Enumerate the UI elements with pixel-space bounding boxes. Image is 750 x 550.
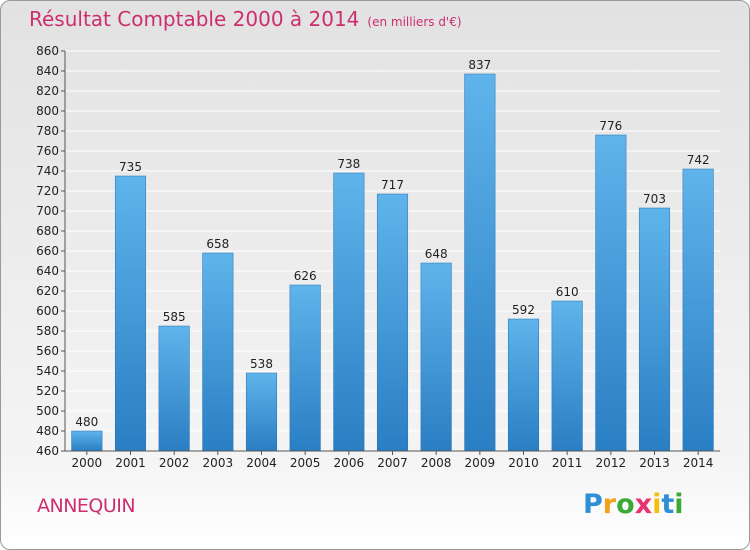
x-tick-label-2014: 2014 — [683, 456, 714, 470]
y-tick-label: 760 — [36, 144, 59, 158]
logo-letter: r — [602, 489, 617, 520]
y-tick-label: 860 — [36, 44, 59, 58]
y-tick-label: 620 — [36, 284, 59, 298]
data-label-2013: 703 — [643, 192, 666, 206]
x-tick-label-2003: 2003 — [203, 456, 234, 470]
bar-2001 — [114, 175, 147, 452]
logo-letter: t — [661, 489, 675, 520]
data-label-2007: 717 — [381, 178, 404, 192]
logo-letter: P — [583, 489, 603, 520]
bars: 480 735 585 658 538 626 738 717 648 837 592 610 776 7… — [71, 58, 714, 452]
bar-2010 — [507, 318, 540, 452]
y-tick-label: 540 — [36, 364, 59, 378]
y-tick-label: 740 — [36, 164, 59, 178]
x-tick-label-2004: 2004 — [246, 456, 277, 470]
commune-name: ANNEQUIN — [37, 495, 136, 517]
x-tick-label-2012: 2012 — [596, 456, 627, 470]
data-label-2002: 585 — [163, 310, 186, 324]
axes: 460 480 500 520 540 560 580 600 620 640 660 680 700 7… — [36, 44, 720, 470]
bar-2000 — [71, 430, 103, 452]
logo-letter: i — [652, 489, 662, 520]
y-tick-label: 700 — [36, 204, 59, 218]
y-tick-label: 720 — [36, 184, 59, 198]
data-label-2006: 738 — [337, 157, 360, 171]
y-tick-label: 480 — [36, 424, 59, 438]
data-label-2011: 610 — [556, 285, 579, 299]
data-label-2009: 837 — [468, 58, 491, 72]
bar-2011 — [551, 300, 583, 452]
bar-2014 — [682, 168, 714, 452]
bar-2003 — [202, 252, 234, 452]
bar-2007 — [376, 193, 409, 452]
x-tick-label-2002: 2002 — [159, 456, 190, 470]
x-tick-label-2009: 2009 — [465, 456, 496, 470]
data-label-2005: 626 — [294, 269, 317, 283]
proxiti-logo: Proxiti — [583, 489, 684, 520]
y-tick-label: 600 — [36, 304, 59, 318]
bar-2008 — [420, 262, 452, 452]
data-label-2003: 658 — [206, 237, 229, 251]
bar-2002 — [158, 325, 190, 452]
x-tick-label-2001: 2001 — [115, 456, 146, 470]
x-tick-label-2005: 2005 — [290, 456, 321, 470]
x-tick-label-2010: 2010 — [508, 456, 539, 470]
bar-2006 — [333, 172, 365, 452]
y-tick-label: 820 — [36, 84, 59, 98]
data-label-2004: 538 — [250, 357, 273, 371]
logo-letter: x — [634, 489, 653, 520]
chart-title-unit: (en milliers d'€) — [367, 15, 462, 29]
y-tick-label: 680 — [36, 224, 59, 238]
x-tick-label-2008: 2008 — [421, 456, 452, 470]
x-tick-label-2007: 2007 — [377, 456, 408, 470]
y-tick-label: 560 — [36, 344, 59, 358]
x-tick-label-2000: 2000 — [72, 456, 103, 470]
y-tick-label: 660 — [36, 244, 59, 258]
y-tick-label: 800 — [36, 104, 59, 118]
data-label-2014: 742 — [687, 153, 710, 167]
x-tick-label-2011: 2011 — [552, 456, 583, 470]
chart-title-main: Résultat Comptable 2000 à 2014 — [29, 7, 360, 31]
data-label-2000: 480 — [75, 415, 98, 429]
bar-2013 — [638, 207, 671, 452]
data-label-2012: 776 — [599, 119, 622, 133]
data-label-2010: 592 — [512, 303, 535, 317]
bar-2004 — [245, 372, 278, 452]
bar-2005 — [289, 284, 321, 452]
y-tick-label: 840 — [36, 64, 59, 78]
data-label-2008: 648 — [425, 247, 448, 261]
y-tick-label: 500 — [36, 404, 59, 418]
x-tick-label-2006: 2006 — [334, 456, 365, 470]
logo-letter: o — [616, 489, 635, 520]
bar-2012 — [595, 134, 627, 452]
y-tick-label: 520 — [36, 384, 59, 398]
y-tick-label: 460 — [36, 444, 59, 458]
y-tick-label: 580 — [36, 324, 59, 338]
bar-2009 — [464, 73, 496, 452]
data-label-2001: 735 — [119, 160, 142, 174]
chart-title: Résultat Comptable 2000 à 2014 (en millie… — [29, 7, 462, 31]
y-tick-label: 780 — [36, 124, 59, 138]
logo-letter: i — [674, 489, 684, 520]
y-tick-label: 640 — [36, 264, 59, 278]
x-tick-label-2013: 2013 — [639, 456, 670, 470]
